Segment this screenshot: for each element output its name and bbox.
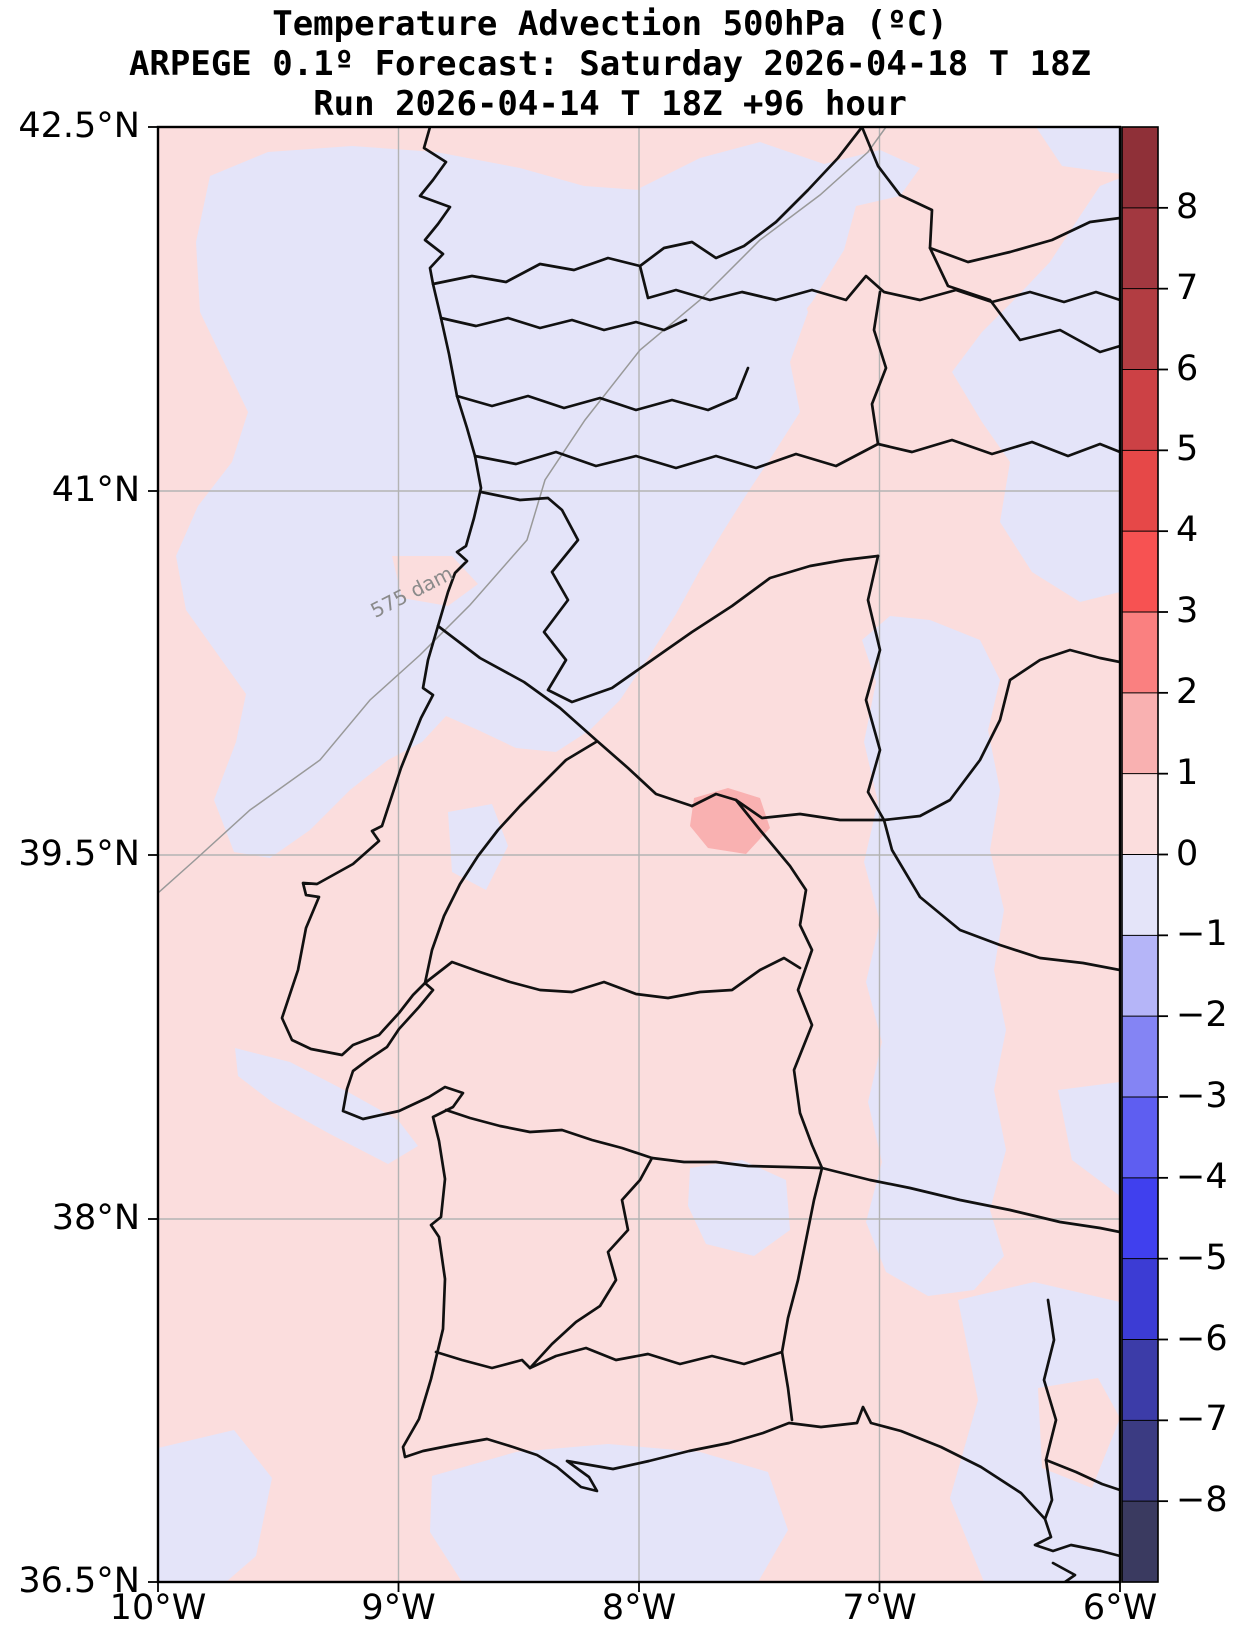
colorbar-segment — [1122, 854, 1158, 936]
border-zamora — [928, 246, 1120, 354]
cold-patch-right-strip — [952, 178, 1120, 602]
district-line-braga — [439, 316, 688, 332]
district-line-evora-north — [423, 956, 802, 1000]
colorbar-segment — [1122, 692, 1158, 775]
border-galicia-east — [860, 127, 1120, 264]
cold-patch-bottomright — [950, 1282, 1120, 1582]
district-line-alentejo — [444, 1108, 1120, 1234]
border-minho — [431, 127, 864, 286]
colorbar-segment — [1122, 1016, 1158, 1098]
district-line-north-long — [638, 264, 1120, 304]
cold-patch-ocean-streak — [235, 1048, 418, 1164]
colorbar-tick-label: 2 — [1176, 671, 1199, 712]
warm-hole-center — [392, 556, 478, 606]
cold-patch-evora — [688, 1160, 790, 1256]
map-frame — [156, 125, 1122, 1584]
colorbar-segment — [1122, 369, 1158, 451]
colorbar — [1122, 127, 1168, 1583]
colorbar-tick-label: −3 — [1176, 1076, 1228, 1116]
lon-tick-label: 7°W — [842, 1588, 917, 1628]
district-line-castelo-branco — [690, 648, 1120, 822]
colorbar-segment — [1122, 773, 1158, 856]
colorbar-segment — [1122, 531, 1158, 613]
border-badajoz — [882, 818, 1120, 972]
district-line-algarve — [434, 1346, 784, 1370]
district-line-coimbra-diagonal — [436, 624, 694, 808]
plot-title: Temperature Advection 500hPa (ºC) — [272, 4, 948, 44]
border-guadiana-lower — [780, 1166, 824, 1422]
colorbar-tick-label: 6 — [1176, 348, 1199, 389]
colorbar-segment — [1122, 127, 1158, 209]
border-sevilla — [1044, 1458, 1120, 1492]
colorbar-segment — [1122, 935, 1158, 1017]
cold-patch-topright-corner — [1036, 127, 1120, 174]
colorbar-tick-label: −7 — [1176, 1399, 1228, 1440]
colorbar-segment — [1122, 288, 1158, 371]
plot-subtitle: ARPEGE 0.1º Forecast: Saturday 2026-04-1… — [128, 44, 1092, 84]
colorbar-segment — [1122, 1177, 1158, 1260]
border-huelva — [1042, 1298, 1058, 1521]
height-contour-575 — [158, 127, 887, 894]
axis-ticks — [148, 126, 1121, 1592]
colorbar-segment — [1122, 1097, 1158, 1179]
border-tras-os-montes — [870, 290, 888, 446]
district-line-viseu — [479, 490, 880, 704]
lon-tick-label: 8°W — [601, 1588, 677, 1628]
lat-tick-label: 41°N — [51, 470, 140, 510]
colorbar-tick-label: 0 — [1176, 833, 1199, 874]
district-line-beja-south — [528, 1156, 654, 1370]
colorbar-segment — [1122, 1420, 1158, 1502]
boundaries — [280, 127, 1120, 1582]
colorbar-tick-label: −1 — [1176, 914, 1228, 955]
graticule — [158, 127, 1120, 1582]
title-block: Temperature Advection 500hPa (ºC) ARPEGE… — [0, 4, 1220, 124]
cold-patch-northwest — [176, 146, 808, 858]
colorbar-segment — [1122, 1339, 1158, 1421]
lat-tick-label: 42.5°N — [18, 106, 140, 146]
colorbar-segment — [1122, 450, 1158, 532]
warm-hole-bottomright — [1038, 1378, 1120, 1488]
height-contour-group — [158, 127, 887, 894]
cold-patch-bottomleft — [158, 1430, 272, 1582]
cold-patch-east-band — [862, 616, 1006, 1296]
district-line-douro — [473, 438, 1120, 470]
colorbar-tick-label: 3 — [1176, 591, 1199, 631]
coastline — [280, 127, 1120, 1558]
district-line-porto — [455, 366, 750, 412]
colorbar-segment — [1122, 1258, 1158, 1341]
colorbar-tick-label: 1 — [1176, 752, 1199, 793]
lon-tick-label: 6°W — [1082, 1588, 1158, 1628]
lon-tick-label: 10°W — [109, 1588, 207, 1628]
colorbar-segment — [1122, 1501, 1158, 1583]
colorbar-tick-label: 7 — [1176, 267, 1199, 308]
cold-patch-south — [430, 1444, 788, 1582]
colorbar-tick-label: −5 — [1176, 1237, 1228, 1278]
coast-spur-cadiz — [1051, 1561, 1077, 1582]
lat-tick-label: 38°N — [51, 1198, 140, 1238]
colorbar-tick-label: −4 — [1176, 1156, 1228, 1197]
colorbar-tick-label: −2 — [1176, 995, 1228, 1036]
colorbar-tick-label: 4 — [1176, 510, 1199, 551]
colorbar-tick-label: −6 — [1176, 1318, 1228, 1359]
colorbar-tick-label: −8 — [1176, 1480, 1228, 1521]
colorbar-tick-label: 5 — [1176, 429, 1199, 470]
lon-tick-label: 9°W — [361, 1588, 436, 1628]
cold-patch-north — [640, 142, 920, 362]
lat-tick-label: 36.5°N — [18, 1561, 140, 1601]
colorbar-segment — [1122, 207, 1158, 290]
colorbar-frame — [1121, 126, 1159, 1583]
field-cold-patches — [158, 127, 1120, 1582]
cold-patch-right-small — [1058, 1082, 1120, 1196]
colorbar-tick-label: 8 — [1176, 186, 1199, 227]
border-guadiana-upper — [734, 798, 824, 1170]
warm-max-patch — [690, 788, 770, 854]
plot-run-line: Run 2026-04-14 T 18Z +96 hour — [313, 84, 907, 124]
district-line-santarem — [423, 740, 598, 985]
lat-tick-label: 39.5°N — [18, 834, 140, 874]
cold-patch-leiria — [448, 804, 508, 890]
border-east-vertical — [864, 554, 886, 822]
colorbar-segment — [1122, 612, 1158, 694]
